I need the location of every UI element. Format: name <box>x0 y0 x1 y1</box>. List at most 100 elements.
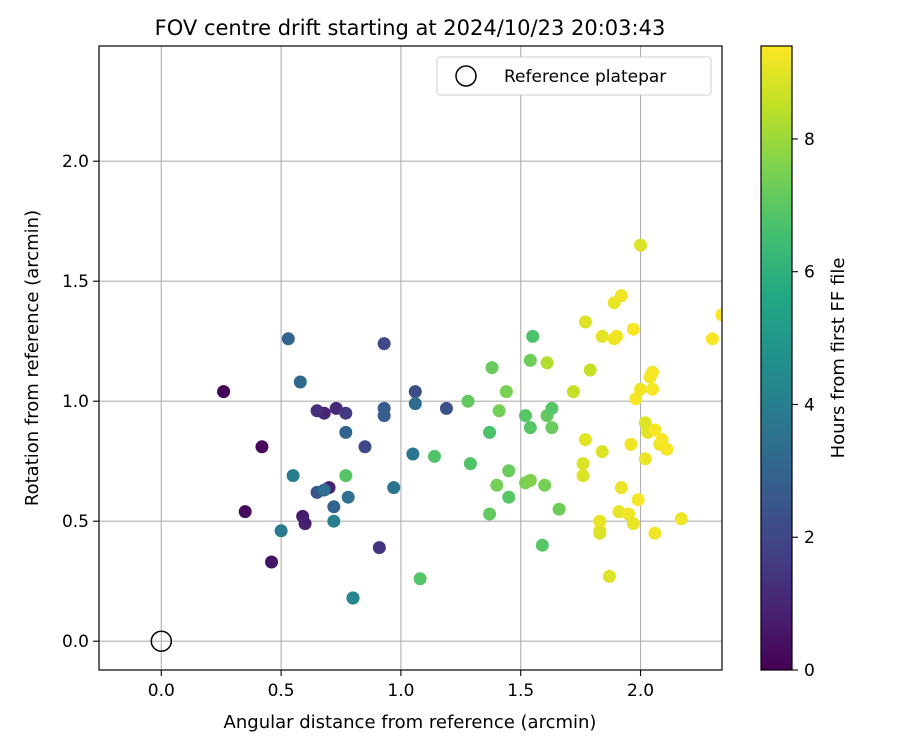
data-point <box>638 452 652 466</box>
data-point <box>372 541 386 555</box>
data-point <box>358 440 372 454</box>
y-tick-label: 1.5 <box>62 272 89 292</box>
data-point <box>576 457 590 471</box>
data-point <box>265 555 279 569</box>
data-point <box>593 514 607 528</box>
data-point <box>217 385 231 399</box>
data-point <box>439 401 453 415</box>
data-point <box>648 526 662 540</box>
reference-marker <box>150 630 173 652</box>
legend: Reference platepar <box>436 56 712 96</box>
data-point <box>274 524 288 538</box>
data-point <box>502 464 516 478</box>
data-point <box>595 329 609 343</box>
data-point <box>595 445 609 459</box>
y-tick-label: 2.0 <box>62 152 89 172</box>
data-point <box>485 361 499 375</box>
data-point <box>602 569 616 583</box>
data-point <box>578 433 592 447</box>
data-point <box>293 375 307 389</box>
data-point <box>626 322 640 336</box>
data-point <box>461 394 475 408</box>
data-point <box>523 473 537 487</box>
data-point <box>552 502 566 516</box>
data-point <box>626 517 640 531</box>
data-point <box>329 401 343 415</box>
data-point <box>646 382 660 396</box>
data-point <box>634 238 648 252</box>
data-point <box>715 308 722 322</box>
y-axis-ticks: 0.0 0.5 1.0 1.5 2.0 <box>62 152 99 652</box>
data-point <box>310 404 324 418</box>
x-tick-label: 2.0 <box>627 681 654 701</box>
data-point <box>346 591 360 605</box>
data-point <box>327 500 341 514</box>
data-point <box>427 449 441 463</box>
data-point <box>538 478 552 492</box>
data-point <box>377 409 391 423</box>
data-point <box>519 409 533 423</box>
data-point <box>526 329 540 343</box>
x-tick-label: 0.5 <box>268 681 295 701</box>
data-point <box>317 483 331 497</box>
colorbar-tick-label: 4 <box>804 395 815 415</box>
x-tick-label: 1.5 <box>507 681 534 701</box>
data-point <box>535 538 549 552</box>
data-point <box>655 433 669 447</box>
data-point <box>408 385 422 399</box>
x-axis-label: Angular distance from reference (arcmin) <box>224 712 597 733</box>
data-point <box>238 505 252 519</box>
data-point <box>674 512 688 526</box>
legend-box <box>436 56 712 96</box>
data-point <box>463 457 477 471</box>
data-point <box>648 423 662 437</box>
data-point <box>705 332 719 346</box>
data-point <box>483 425 497 439</box>
data-point <box>327 514 341 528</box>
data-point <box>624 437 638 451</box>
x-axis-ticks: 0.0 0.5 1.0 1.5 2.0 <box>148 670 654 701</box>
colorbar-tick-label: 2 <box>804 528 815 548</box>
data-point <box>490 478 504 492</box>
y-tick-label: 1.0 <box>62 392 89 412</box>
data-point <box>610 329 624 343</box>
data-point <box>646 365 660 379</box>
data-point <box>377 337 391 351</box>
x-tick-label: 1.0 <box>387 681 414 701</box>
data-point <box>341 490 355 504</box>
data-point <box>339 425 353 439</box>
data-point <box>576 469 590 483</box>
colorbar: 0 2 4 6 8 Hours from first FF file <box>760 45 849 681</box>
data-point <box>408 397 422 411</box>
data-point <box>255 440 269 454</box>
y-tick-label: 0.0 <box>62 632 89 652</box>
data-point <box>614 481 628 495</box>
data-point <box>583 363 597 377</box>
data-point <box>523 353 537 367</box>
data-point <box>593 526 607 540</box>
data-point <box>622 507 636 521</box>
data-points <box>217 238 722 605</box>
legend-marker-icon <box>455 65 477 87</box>
chart-title: FOV centre drift starting at 2024/10/23 … <box>155 16 666 40</box>
colorbar-tick-label: 8 <box>804 130 815 150</box>
data-point <box>545 421 559 435</box>
data-point <box>566 385 580 399</box>
plot-area-frame <box>98 45 723 671</box>
colorbar-tick-label: 6 <box>804 263 815 283</box>
data-point <box>629 392 643 406</box>
colorbar-ticks: 0 2 4 6 8 <box>792 130 815 681</box>
legend-label: Reference platepar <box>504 67 666 87</box>
data-point <box>634 382 648 396</box>
data-point <box>545 401 559 415</box>
data-point <box>540 356 554 370</box>
data-point <box>298 517 312 531</box>
data-point <box>492 404 506 418</box>
data-point <box>502 490 516 504</box>
colorbar-gradient <box>760 45 793 671</box>
data-point <box>339 406 353 420</box>
x-tick-label: 0.0 <box>148 681 175 701</box>
data-point <box>523 421 537 435</box>
data-point <box>413 572 427 586</box>
